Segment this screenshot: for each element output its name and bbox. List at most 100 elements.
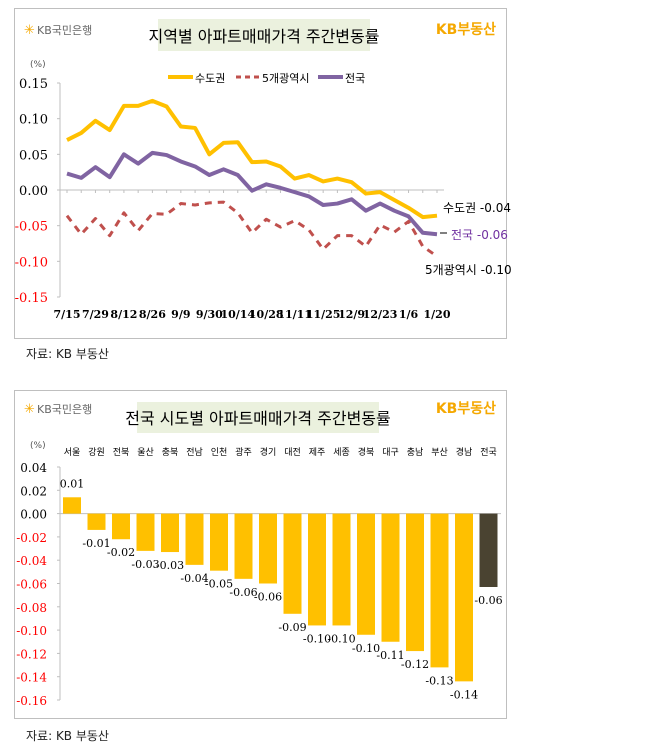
data-label: -0.05: [205, 578, 233, 591]
bar: [112, 513, 130, 540]
line-chart-panel: [14, 8, 507, 339]
category-label: 부산: [431, 447, 448, 458]
data-label: -0.03: [156, 559, 184, 572]
x-tick-label: 10/28: [249, 308, 284, 321]
y-tick-label: 0.10: [19, 113, 48, 128]
bar: [283, 513, 302, 614]
category-label: 충북: [162, 447, 179, 458]
x-tick-label: 8/26: [139, 308, 166, 321]
bar: [210, 513, 228, 571]
chart-title-2: 전국 시도별 아파트매매가격 주간변동률: [125, 409, 391, 428]
y-tick-label: -0.16: [16, 694, 47, 708]
category-label: 세종: [333, 447, 350, 458]
svg-text:KB국민은행: KB국민은행: [37, 24, 92, 37]
data-label: -0.06: [229, 586, 257, 599]
category-label: 경남: [456, 446, 473, 458]
svg-text:✳: ✳: [24, 402, 35, 417]
data-label: -0.14: [450, 688, 478, 701]
bar: [234, 513, 253, 579]
data-label: -0.10: [352, 642, 380, 655]
legend-label-metro5: 5개광역시: [262, 72, 309, 85]
x-tick-label: 1/6: [399, 308, 419, 321]
legend-label-national: 전국: [345, 72, 365, 85]
data-label: -0.04: [180, 572, 208, 585]
legend-label-capital: 수도권: [195, 72, 225, 85]
data-label: -0.01: [82, 537, 110, 550]
y-tick-label: 0.02: [20, 484, 47, 498]
category-label: 제주: [309, 447, 326, 458]
bar: [185, 513, 204, 565]
end-label-capital: 수도권 -0.04: [443, 201, 511, 215]
x-tick-label: 12/23: [363, 308, 398, 321]
bar: [161, 513, 179, 553]
x-tick-label: 12/9: [338, 308, 365, 321]
source-note-2: 자료: KB 부동산: [26, 729, 109, 743]
y-tick-label: 0.15: [19, 77, 48, 92]
legend: 수도권 5개광역시 전국: [168, 72, 365, 85]
y-tick-label: -0.02: [16, 531, 47, 545]
category-label: 울산: [137, 447, 154, 458]
category-label: 전북: [113, 447, 130, 458]
category-label: 충남: [407, 447, 424, 458]
series-line-capital: [66, 98, 438, 220]
y-tick-label: 0.04: [20, 461, 47, 475]
bar: [308, 513, 326, 626]
category-label: 경북: [358, 446, 375, 458]
end-label-national: 전국 -0.06: [451, 228, 508, 242]
x-tick-label: 7/29: [82, 308, 109, 321]
data-label: -0.10: [327, 632, 355, 645]
realty-logo-2: KB부동산: [436, 400, 496, 417]
data-label: -0.10: [303, 632, 331, 645]
y-tick-label: -0.08: [16, 601, 47, 615]
x-tick-label: 11/25: [306, 308, 341, 321]
category-label: 경기: [260, 446, 277, 458]
x-tick-label: 9/9: [171, 308, 190, 321]
x-tick-label: 10/14: [220, 308, 255, 321]
y-tick-label: -0.15: [15, 291, 48, 306]
chart-title-bg-2: [137, 402, 379, 433]
bar: [479, 513, 498, 587]
category-label: 강원: [88, 447, 105, 458]
category-label: 전남: [186, 447, 203, 458]
bank-logo-2: ✳ KB국민은행: [24, 402, 92, 417]
bar: [406, 513, 424, 652]
category-label: 전국: [480, 447, 497, 458]
bar: [332, 513, 351, 626]
chart-title: 지역별 아파트매매가격 주간변동률: [149, 27, 380, 46]
category-label: 인천: [211, 447, 228, 458]
realty-logo: KB부동산: [436, 21, 496, 38]
data-label: -0.09: [278, 621, 306, 634]
data-label: 0.01: [60, 477, 85, 490]
data-label: -0.13: [425, 674, 453, 687]
x-tick-label: 7/15: [54, 308, 81, 321]
x-tick-label: 11/11: [277, 308, 312, 321]
category-label: 서울: [64, 447, 81, 458]
y-tick-label: 0.05: [19, 148, 48, 163]
bar: [381, 513, 400, 642]
data-label: -0.06: [254, 591, 282, 604]
y-tick-label: -0.10: [16, 624, 47, 638]
y-unit-label: (%): [30, 60, 46, 70]
x-tick-label: 8/12: [110, 308, 137, 321]
bank-logo: ✳ KB국민은행: [24, 23, 92, 38]
category-label: 광주: [235, 446, 252, 458]
end-label-metro5: 5개광역시 -0.10: [425, 263, 512, 277]
series-line-national: [66, 150, 438, 237]
data-label: -0.02: [107, 546, 135, 559]
chart-title-bg: [158, 19, 370, 51]
x-tick-label: 9/30: [196, 308, 223, 321]
y-tick-label: -0.05: [15, 220, 48, 235]
bar: [259, 513, 277, 584]
svg-text:KB국민은행: KB국민은행: [37, 403, 92, 416]
bar: [357, 513, 375, 635]
x-tick-label: 1/20: [424, 308, 451, 321]
y-tick-label: 0.00: [19, 184, 48, 199]
data-label: -0.11: [376, 649, 404, 662]
bar: [455, 513, 473, 682]
bar: [87, 513, 106, 530]
bar: [430, 513, 449, 668]
data-label: -0.12: [401, 658, 429, 671]
bar: [63, 497, 81, 514]
y-tick-label: -0.06: [16, 578, 47, 592]
